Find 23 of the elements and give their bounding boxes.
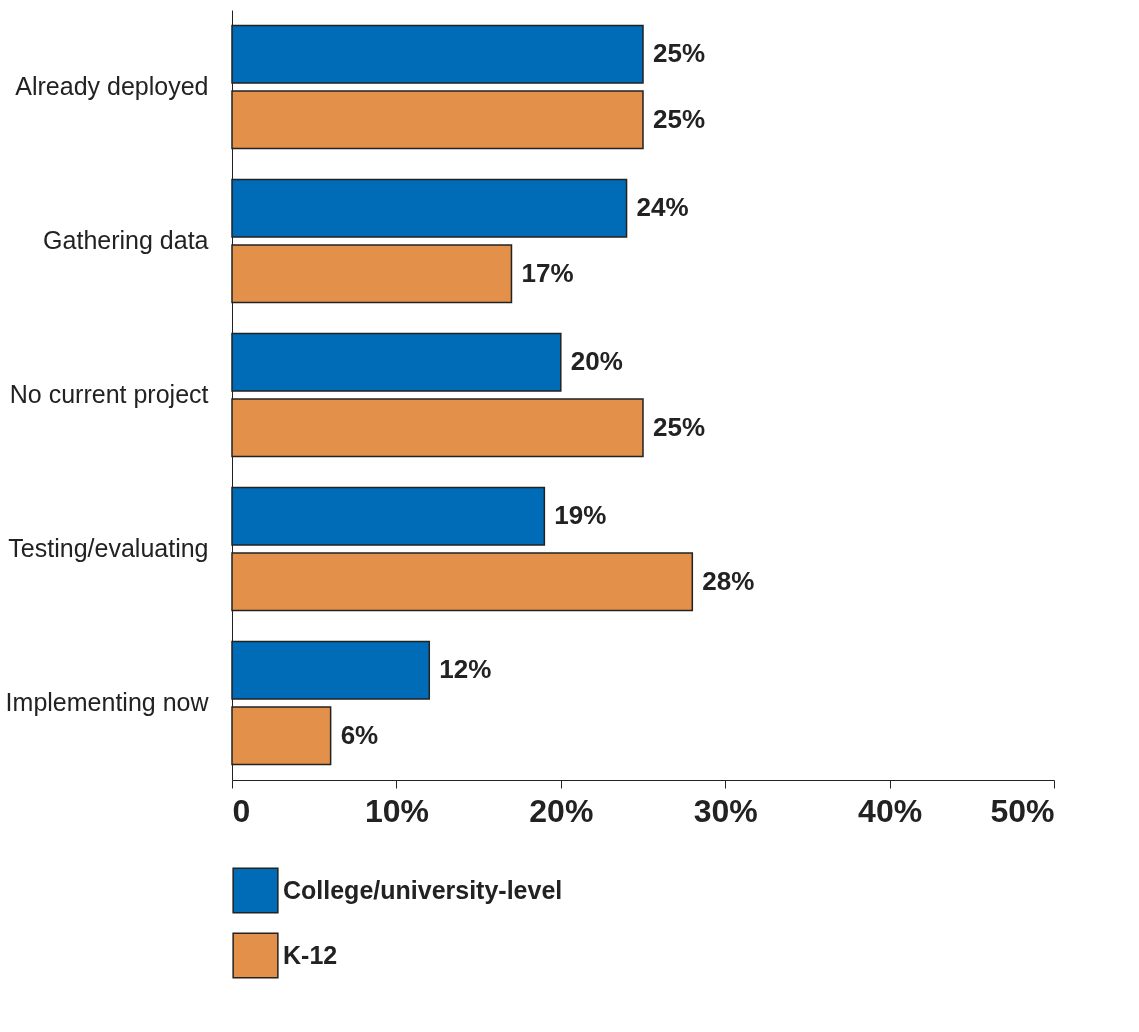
- y-tick-label: Already deployed: [15, 72, 209, 100]
- legend-label: K-12: [283, 940, 338, 969]
- y-tick-label: Testing/evaluating: [8, 534, 209, 562]
- legend-label: College/university-level: [283, 875, 563, 904]
- x-tick-label: 40%: [858, 792, 923, 829]
- y-tick-label: Implementing now: [5, 688, 210, 716]
- x-tick-label: 10%: [364, 792, 429, 829]
- data-label: 6%: [340, 719, 379, 750]
- x-tick-label: 50%: [990, 792, 1055, 829]
- data-label: 25%: [653, 38, 706, 69]
- x-tick-label: 20%: [529, 792, 594, 829]
- x-tick-label: 30%: [693, 792, 758, 829]
- data-label: 25%: [653, 103, 706, 134]
- data-label: 28%: [702, 565, 755, 596]
- data-label: 19%: [554, 500, 607, 531]
- y-tick-label: Gathering data: [43, 226, 209, 254]
- data-label: 17%: [521, 257, 574, 288]
- x-tick-label: 0: [232, 792, 251, 829]
- data-label: 25%: [653, 411, 706, 442]
- data-label: 24%: [636, 192, 689, 223]
- y-tick-label: No current project: [9, 380, 209, 408]
- data-label: 20%: [570, 346, 623, 377]
- data-label: 12%: [439, 654, 492, 685]
